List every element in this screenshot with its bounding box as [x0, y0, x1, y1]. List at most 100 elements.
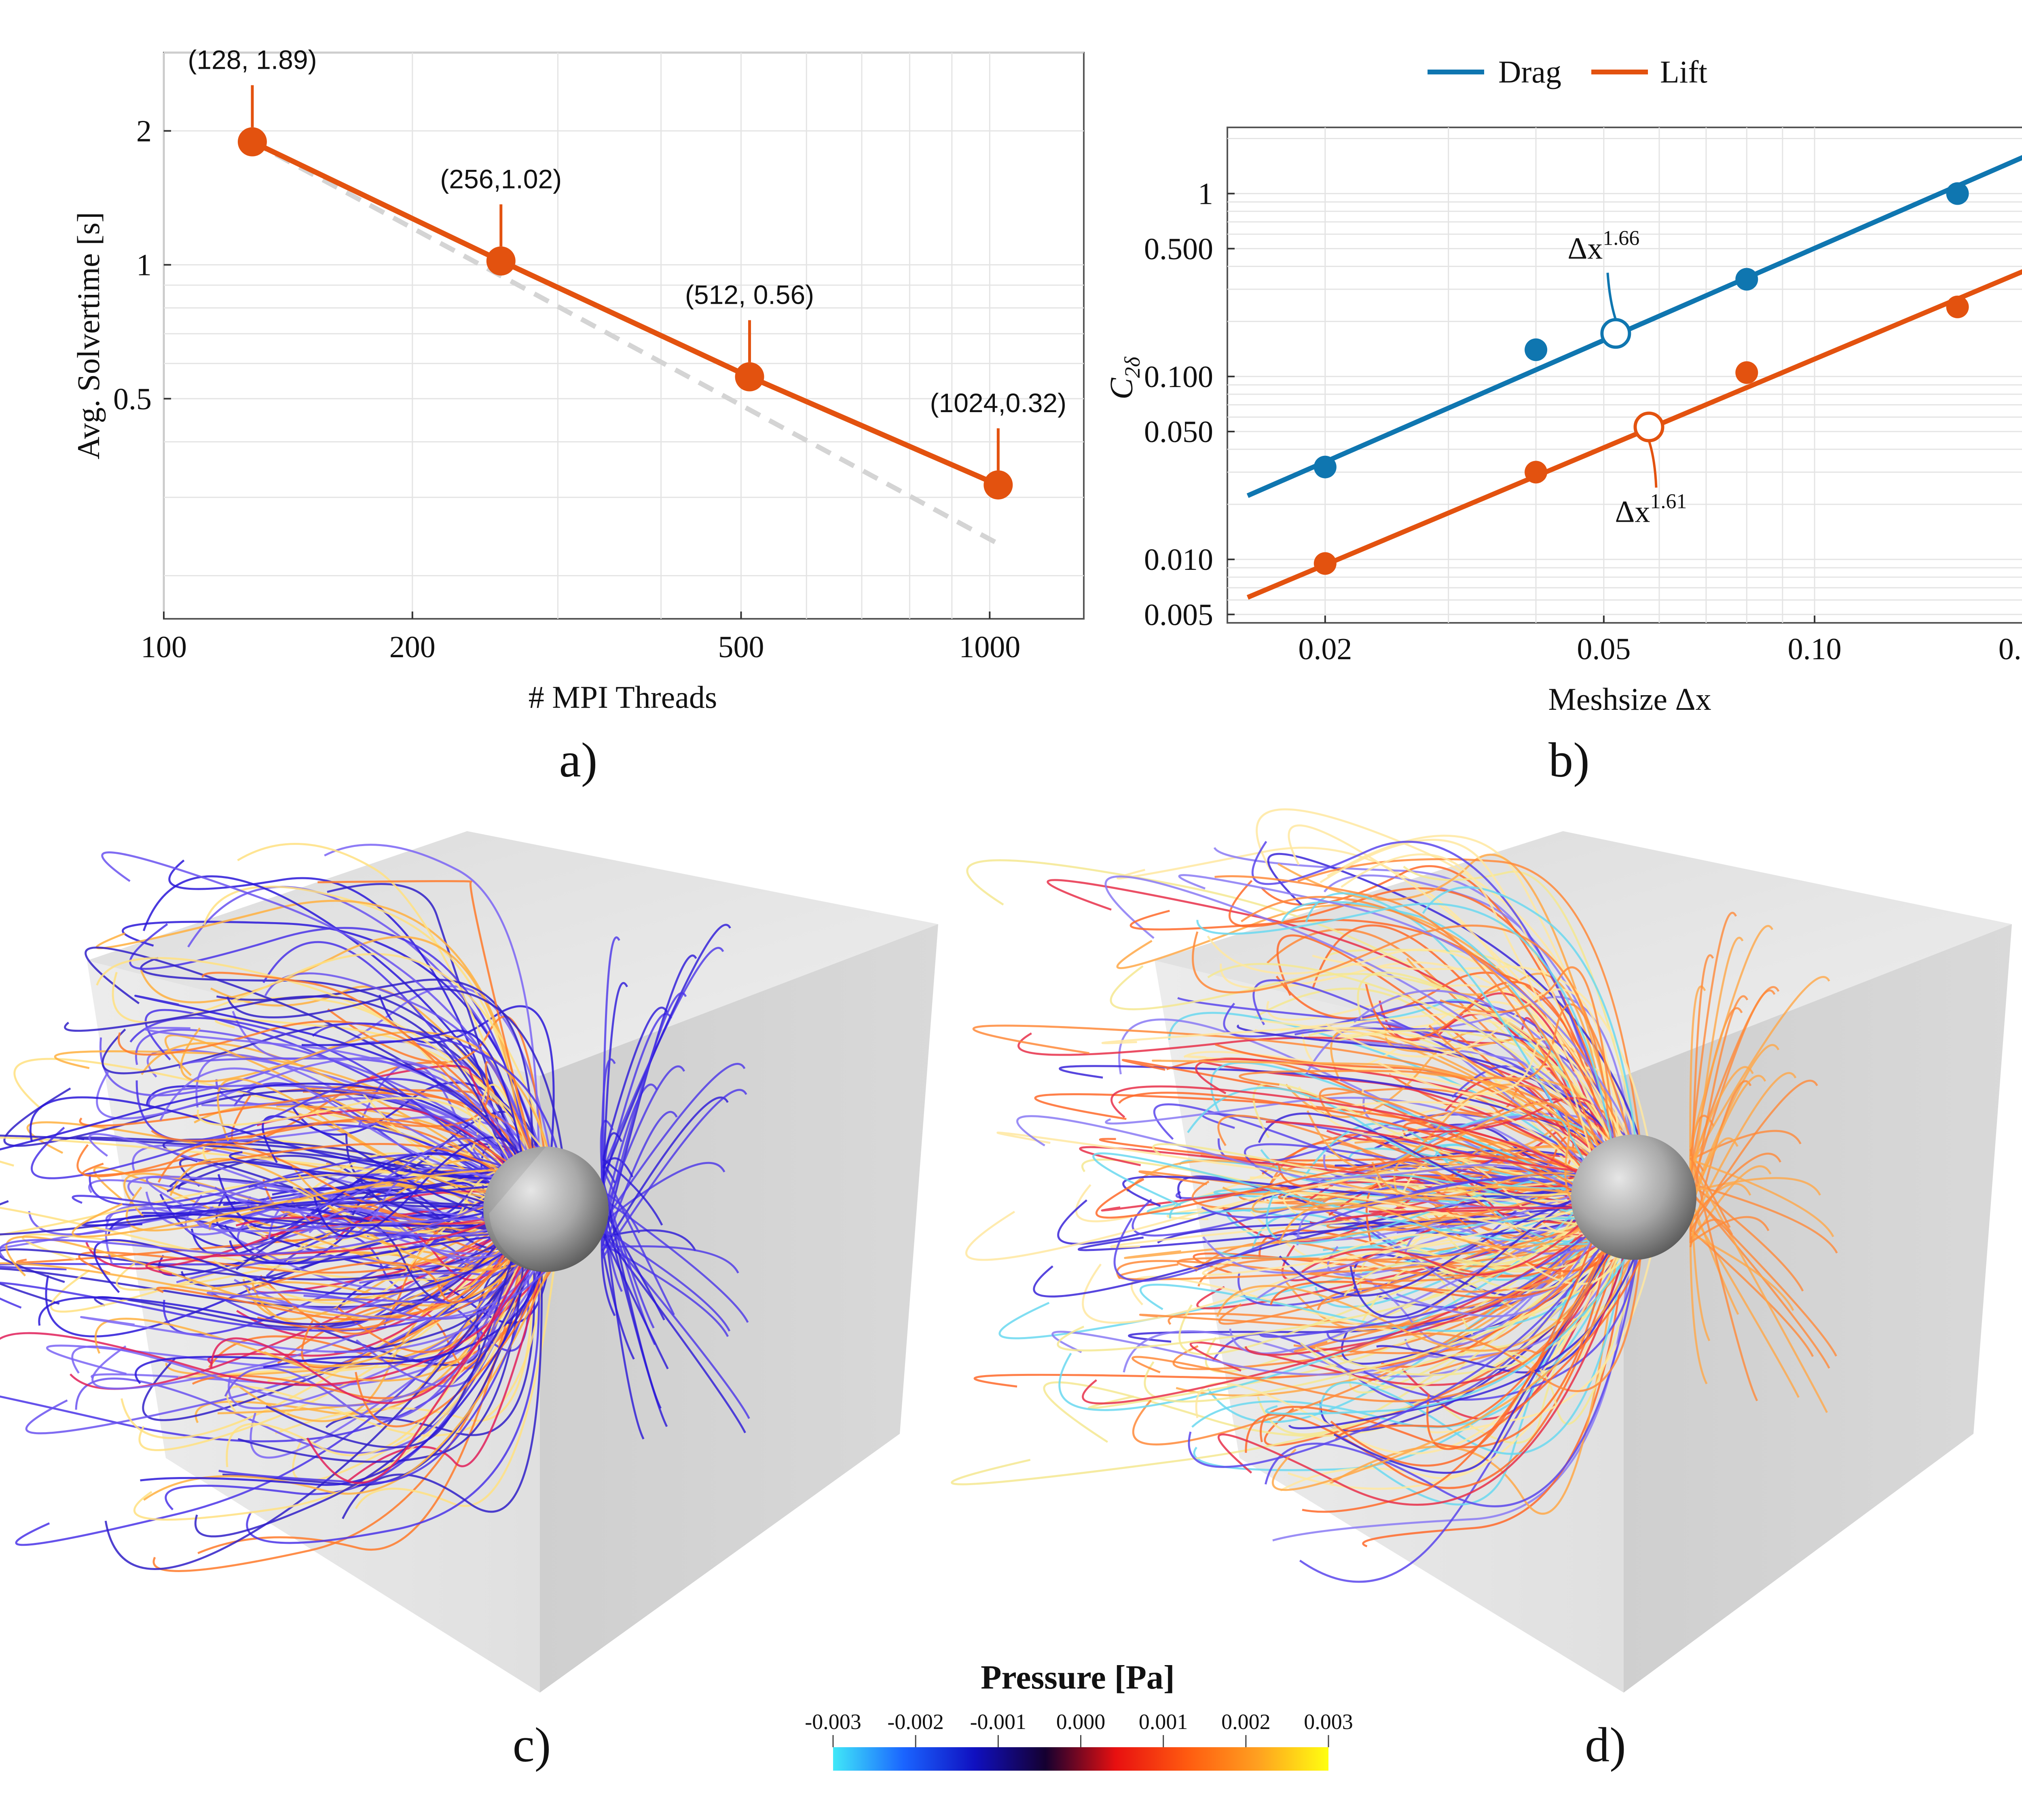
streamline [141, 1042, 523, 1194]
streamline [224, 1216, 533, 1420]
streamline [1302, 1183, 1639, 1513]
streamline [129, 923, 542, 1236]
streamline [1323, 1101, 1632, 1222]
streamline [264, 1202, 547, 1367]
streamline [134, 995, 532, 1194]
streamline [1251, 840, 1641, 1225]
solvertime-point [237, 127, 267, 157]
streamline [1690, 1183, 1804, 1292]
chart-b-xlabel: Meshsize Δx [1548, 681, 1711, 717]
streamline [197, 1097, 529, 1241]
streamline [72, 1169, 526, 1238]
chart-a-ylabel: Avg. Solvertime [s] [71, 212, 106, 459]
streamline [601, 1168, 675, 1316]
chart-b: 0.02 0.05 0.10 0.20 0.005 0.010 0.050 0.100 0.50… [1104, 54, 2022, 717]
colorbar-title: Pressure [Pa] [981, 1659, 1175, 1696]
streamline [1318, 1226, 1630, 1455]
streamline [601, 1065, 685, 1219]
streamline [144, 1026, 556, 1231]
streamline [602, 1162, 725, 1224]
y-tick-label: 0.010 [1144, 543, 1213, 577]
chart-a-grid [163, 52, 1084, 619]
panel-label-d: d) [1585, 1718, 1626, 1772]
streamline [601, 1096, 729, 1252]
streamline [1365, 981, 1624, 1217]
drag-point [1525, 338, 1548, 361]
streamline [601, 1084, 658, 1222]
streamlines-d [951, 808, 1838, 1583]
legend-drag-label: Drag [1498, 54, 1561, 89]
streamline [1201, 1177, 1617, 1219]
streamline [157, 1143, 547, 1225]
streamline [1378, 1038, 1611, 1231]
streamline [973, 1194, 1635, 1388]
streamline [1217, 1222, 1635, 1506]
streamline [313, 1136, 527, 1238]
x-tick-label: 0.02 [1298, 632, 1352, 666]
streamline [1077, 1202, 1614, 1251]
lift-point [1525, 461, 1548, 484]
streamline [1689, 954, 1714, 1243]
rate-label: Δx1.66 [1567, 226, 1639, 265]
streamline [1426, 1223, 1658, 1434]
streamline [1215, 1043, 1612, 1211]
y-tick-label: 0.050 [1144, 415, 1213, 449]
streamline [602, 1229, 696, 1251]
chart-a-ticks: 100 200 500 1000 0.5 1 2 [113, 114, 1020, 664]
streamline [1428, 1003, 1646, 1196]
streamline [262, 941, 544, 1183]
streamline [1690, 1192, 1837, 1357]
streamline [1118, 1092, 1632, 1224]
streamline [347, 1192, 563, 1482]
streamline [101, 851, 552, 1230]
streamline [1110, 1198, 1613, 1248]
colorbar-tick-label: -0.003 [805, 1710, 861, 1734]
streamline [118, 1020, 537, 1188]
ideal-scaling-line [251, 140, 1000, 546]
streamline [1689, 925, 1774, 1147]
rate-leader [1606, 273, 1617, 320]
streamline [1101, 1027, 1643, 1188]
streamline [0, 1240, 570, 1386]
streamline [1690, 1229, 1814, 1357]
chart-b-plot-area [1227, 127, 2022, 624]
streamline [237, 842, 560, 1246]
streamline [265, 1175, 537, 1449]
streamline [1689, 1072, 1797, 1226]
streamline [89, 1153, 533, 1206]
streamline [135, 1078, 537, 1205]
streamline [362, 1084, 552, 1221]
streamline [1207, 963, 1614, 1176]
streamline [601, 1062, 746, 1225]
streamline [1207, 935, 1637, 1165]
chart-a-xlabel: # MPI Threads [529, 679, 717, 715]
streamline [601, 1200, 668, 1427]
solvertime-line [251, 139, 999, 487]
chart-a-plot-area [163, 52, 1085, 620]
streamline [1690, 1216, 1770, 1244]
streamline [1422, 886, 1642, 1189]
legend-lift-label: Lift [1660, 54, 1707, 89]
y-tick-label: 1 [1198, 177, 1213, 211]
streamline [1690, 1152, 1781, 1222]
panel-label-c: c) [513, 1718, 551, 1772]
chart-b-ticks: 0.02 0.05 0.10 0.20 0.005 0.010 0.050 0.100 0.50… [1144, 177, 2022, 666]
streamline [601, 982, 628, 1201]
streamline [1104, 875, 1634, 1180]
streamline [1689, 1162, 1828, 1413]
streamline [1057, 1168, 1614, 1352]
streamline [317, 880, 544, 1197]
y-tick-label: 0.100 [1144, 360, 1213, 394]
solvertime-point [735, 362, 764, 392]
box-c-top [87, 831, 938, 1076]
colorbar-tick-label: 0.003 [1304, 1710, 1353, 1734]
streamline [93, 1229, 537, 1295]
y-tick-label: 1 [136, 248, 152, 282]
rate-label-exponent: 1.66 [1603, 226, 1639, 250]
streamline [1325, 988, 1623, 1173]
streamline [1272, 1164, 1636, 1542]
annotation-label: (512, 0.56) [685, 280, 814, 310]
streamline [1152, 1059, 1637, 1233]
streamline [0, 1134, 559, 1203]
